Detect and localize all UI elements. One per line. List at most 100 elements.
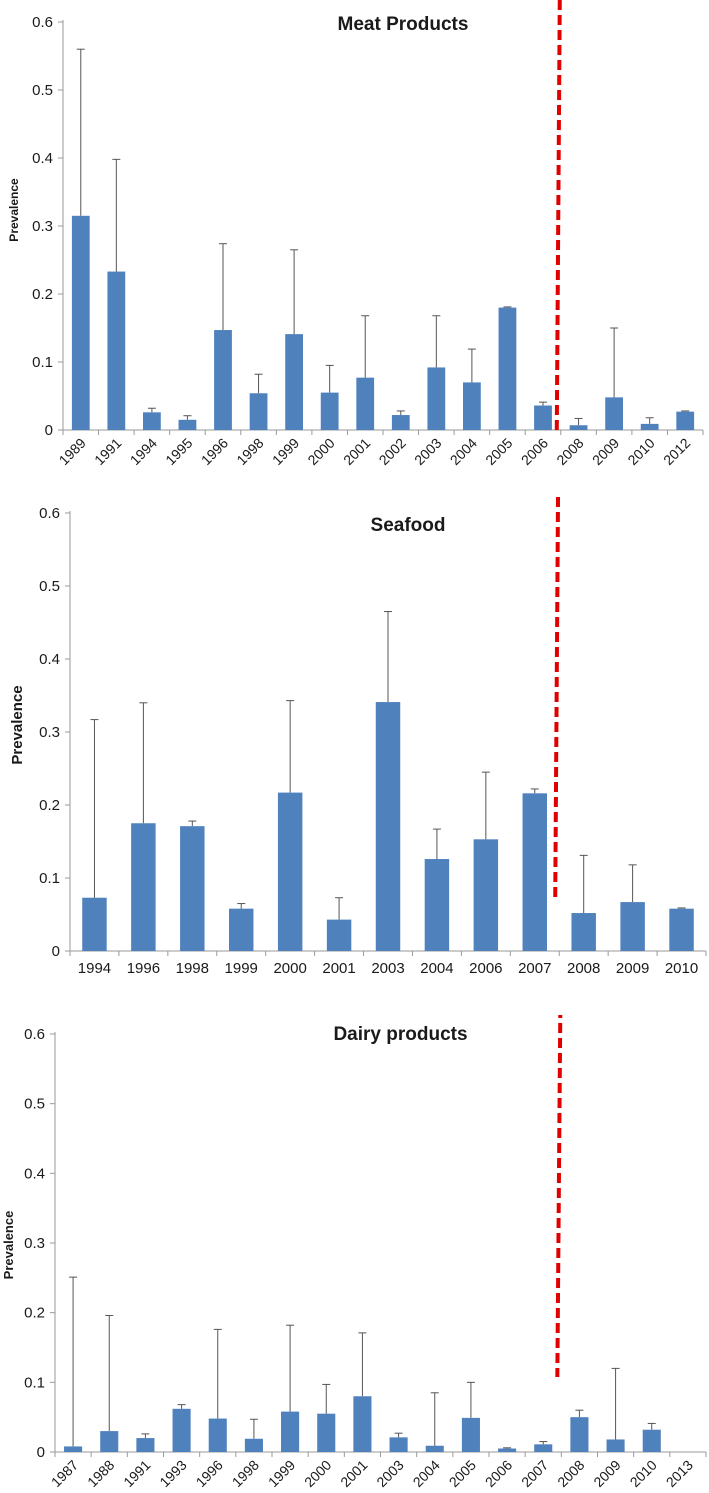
bar bbox=[353, 1396, 372, 1452]
x-tick-label: 1989 bbox=[56, 435, 89, 468]
bar bbox=[375, 702, 401, 951]
bar bbox=[64, 1446, 83, 1452]
x-tick-label: 1996 bbox=[193, 1457, 226, 1490]
y-tick-label: 0.1 bbox=[24, 1374, 45, 1391]
x-tick-label: 2001 bbox=[322, 960, 355, 977]
bar bbox=[569, 425, 588, 430]
x-tick-label: 1991 bbox=[91, 435, 124, 468]
chart-meat-products: Meat Products Prevalence 0 0.1 0.2 0.3 0.4 0.5 0… bbox=[7, 0, 704, 468]
y-tick-label: 0.5 bbox=[39, 578, 60, 595]
bar bbox=[214, 330, 232, 430]
x-tick-label: 2005 bbox=[482, 435, 515, 468]
x-tick-label: 1995 bbox=[162, 435, 195, 468]
bar bbox=[172, 1408, 191, 1452]
bar bbox=[249, 393, 268, 430]
bar bbox=[676, 411, 695, 430]
x-tick-label: 2008 bbox=[567, 960, 600, 977]
bar bbox=[208, 1418, 227, 1452]
x-tick-label: 2004 bbox=[420, 960, 453, 977]
bar bbox=[669, 908, 694, 951]
bar bbox=[317, 1413, 336, 1452]
chart-title: Dairy products bbox=[333, 1024, 467, 1045]
x-tick-label: 2009 bbox=[616, 960, 649, 977]
bar bbox=[277, 792, 303, 951]
x-tick-label: 2003 bbox=[411, 435, 444, 468]
x-tick-label: 2004 bbox=[447, 435, 480, 468]
bar bbox=[640, 423, 659, 430]
x-tick-label: 1998 bbox=[233, 435, 266, 468]
y-tick-label: 0 bbox=[37, 1444, 45, 1461]
x-tick-label: 2002 bbox=[376, 435, 409, 468]
x-tick-label: 1996 bbox=[198, 435, 231, 468]
bar bbox=[498, 307, 517, 430]
x-tick-label: 1991 bbox=[120, 1457, 153, 1490]
x-tick-label: 1994 bbox=[127, 435, 160, 468]
bar bbox=[571, 913, 596, 951]
y-tick-label: 0.2 bbox=[39, 797, 60, 814]
y-tick-label: 0.6 bbox=[24, 1026, 45, 1043]
bar bbox=[82, 897, 107, 951]
x-tick-label: 2009 bbox=[590, 1457, 623, 1490]
x-tick-label: 2012 bbox=[660, 435, 693, 468]
x-tick-label: 2006 bbox=[469, 960, 502, 977]
y-tick-label: 0 bbox=[45, 422, 53, 439]
y-axis-label: Prevalence bbox=[9, 685, 26, 764]
x-tick-label: 1999 bbox=[265, 1457, 298, 1490]
bar bbox=[534, 1444, 553, 1452]
bar bbox=[229, 908, 254, 951]
x-tick-label: 2001 bbox=[337, 1457, 370, 1490]
x-tick-label: 1998 bbox=[176, 960, 209, 977]
y-tick-label: 0.2 bbox=[24, 1305, 45, 1322]
x-tick-label: 2000 bbox=[304, 435, 337, 468]
y-tick-label: 0.6 bbox=[39, 505, 60, 522]
x-tick-label: 2001 bbox=[340, 435, 373, 468]
bar bbox=[463, 382, 481, 430]
y-tick-label: 0.5 bbox=[24, 1096, 45, 1113]
x-tick-label: 2010 bbox=[624, 435, 657, 468]
y-tick-label: 0.5 bbox=[32, 82, 53, 99]
x-tick-label: 2013 bbox=[663, 1457, 696, 1490]
x-tick-label: 2007 bbox=[518, 960, 551, 977]
bar bbox=[642, 1429, 661, 1452]
bar bbox=[424, 859, 450, 951]
bar bbox=[143, 412, 161, 430]
bar bbox=[522, 793, 547, 951]
y-tick-label: 0.3 bbox=[39, 724, 60, 741]
bar bbox=[427, 367, 446, 430]
y-tick-label: 0.4 bbox=[32, 150, 53, 167]
x-tick-label: 2007 bbox=[518, 1457, 551, 1490]
y-tick-label: 0.3 bbox=[32, 218, 53, 235]
bar bbox=[107, 271, 126, 430]
divider-line bbox=[554, 0, 562, 431]
x-tick-label: 2009 bbox=[589, 435, 622, 468]
x-tick-label: 2006 bbox=[482, 1457, 515, 1490]
bar bbox=[136, 1438, 155, 1452]
x-tick-label: 2003 bbox=[373, 1457, 406, 1490]
chart-title: Seafood bbox=[371, 515, 446, 536]
x-tick-label: 2004 bbox=[410, 1457, 443, 1490]
bar bbox=[71, 215, 90, 430]
x-tick-label: 1999 bbox=[269, 435, 302, 468]
bar bbox=[320, 392, 339, 430]
bar bbox=[473, 839, 499, 951]
bar bbox=[425, 1445, 444, 1452]
bar bbox=[285, 334, 303, 430]
y-axis-label: Prevalence bbox=[7, 178, 21, 242]
x-tick-label: 1996 bbox=[127, 960, 160, 977]
y-tick-label: 0.1 bbox=[39, 870, 60, 887]
divider-line bbox=[555, 1015, 563, 1378]
x-tick-label: 2005 bbox=[446, 1457, 479, 1490]
bar bbox=[461, 1417, 480, 1452]
x-tick-label: 2006 bbox=[518, 435, 551, 468]
y-tick-label: 0.1 bbox=[32, 354, 53, 371]
bar bbox=[605, 397, 623, 430]
x-tick-label: 2010 bbox=[665, 960, 698, 977]
bar bbox=[100, 1431, 119, 1452]
x-tick-label: 2000 bbox=[301, 1457, 334, 1490]
x-tick-label: 1988 bbox=[84, 1457, 117, 1490]
x-tick-label: 2008 bbox=[553, 435, 586, 468]
y-tick-label: 0.3 bbox=[24, 1235, 45, 1252]
bar bbox=[178, 419, 197, 430]
bar bbox=[131, 823, 156, 951]
